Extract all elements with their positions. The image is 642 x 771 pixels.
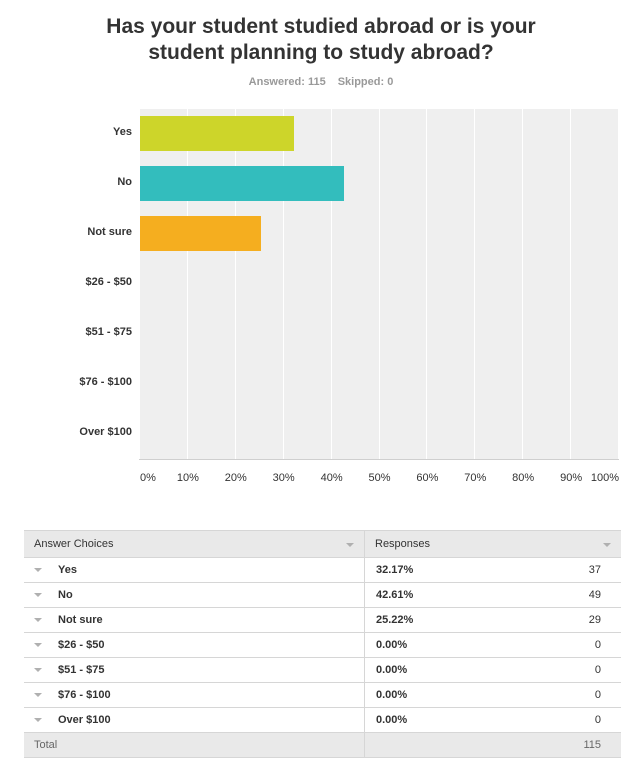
total-label: Total bbox=[24, 732, 365, 758]
x-tick-label: 20% bbox=[224, 472, 247, 484]
table-header-row: Answer Choices Responses bbox=[24, 530, 621, 558]
gridline bbox=[378, 109, 380, 459]
chart-title-line-1: Has your student studied abroad or is yo… bbox=[106, 15, 536, 38]
x-axis-line bbox=[139, 459, 619, 460]
answer-choice-label: $51 - $75 bbox=[58, 664, 105, 676]
response-percent: 42.61% bbox=[364, 582, 496, 608]
x-tick-label: 100% bbox=[590, 472, 620, 484]
gridline bbox=[330, 109, 332, 459]
x-tick-label: 50% bbox=[368, 472, 391, 484]
bar-no[interactable] bbox=[140, 165, 345, 201]
answer-choice-label: $76 - $100 bbox=[58, 689, 111, 701]
response-count: 29 bbox=[496, 607, 621, 633]
answer-choice-cell: $76 - $100 bbox=[24, 682, 365, 708]
x-tick-label: 60% bbox=[416, 472, 439, 484]
response-count: 0 bbox=[496, 632, 621, 658]
x-tick-label: 0% bbox=[140, 472, 156, 484]
table-row: Over $100 0.00% 0 bbox=[24, 707, 621, 733]
response-count: 49 bbox=[496, 582, 621, 608]
table-row: Not sure 25.22% 29 bbox=[24, 607, 621, 633]
category-label: $26 - $50 bbox=[85, 276, 132, 288]
response-percent: 0.00% bbox=[364, 632, 496, 658]
row-expand-caret-icon[interactable] bbox=[34, 718, 42, 723]
gridline bbox=[474, 109, 476, 459]
category-label: $51 - $75 bbox=[85, 326, 132, 338]
category-label: $76 - $100 bbox=[79, 376, 132, 388]
skipped-count: Skipped: 0 bbox=[337, 76, 394, 88]
category-label: Not sure bbox=[87, 226, 132, 238]
answer-choices-header[interactable]: Answer Choices bbox=[24, 530, 365, 558]
x-tick-label: 80% bbox=[512, 472, 535, 484]
gridline bbox=[522, 109, 524, 459]
gridline bbox=[570, 109, 572, 459]
answer-choice-cell: $26 - $50 bbox=[24, 632, 365, 658]
category-label: No bbox=[117, 176, 132, 188]
row-expand-caret-icon[interactable] bbox=[34, 618, 42, 623]
response-count: 0 bbox=[496, 657, 621, 683]
responses-table: Answer Choices Responses Yes 32.17% 37 No 42… bbox=[24, 530, 621, 758]
answer-choice-label: Not sure bbox=[58, 614, 103, 626]
response-percent: 0.00% bbox=[364, 707, 496, 733]
response-percent: 0.00% bbox=[364, 682, 496, 708]
answer-choice-cell: Yes bbox=[24, 557, 365, 583]
x-tick-label: 90% bbox=[560, 472, 583, 484]
responses-header-label: Responses bbox=[375, 538, 431, 550]
bar-not-sure[interactable] bbox=[140, 215, 261, 251]
table-row: $76 - $100 0.00% 0 bbox=[24, 682, 621, 708]
gridline bbox=[618, 109, 619, 459]
sort-caret-icon[interactable] bbox=[603, 543, 611, 547]
answer-choice-label: Yes bbox=[58, 564, 77, 576]
row-expand-caret-icon[interactable] bbox=[34, 568, 42, 573]
response-summary: Answered: 115 Skipped: 0 bbox=[0, 76, 642, 88]
gridline bbox=[282, 109, 284, 459]
x-tick-label: 70% bbox=[464, 472, 487, 484]
response-percent: 0.00% bbox=[364, 657, 496, 683]
responses-header[interactable]: Responses bbox=[364, 530, 621, 558]
plot-area bbox=[140, 109, 619, 459]
bar-yes[interactable] bbox=[140, 115, 295, 151]
x-tick-label: 10% bbox=[176, 472, 199, 484]
gridline bbox=[234, 109, 236, 459]
answer-choice-cell: No bbox=[24, 582, 365, 608]
table-row: $51 - $75 0.00% 0 bbox=[24, 657, 621, 683]
table-row: Yes 32.17% 37 bbox=[24, 557, 621, 583]
response-count: 0 bbox=[496, 682, 621, 708]
response-percent: 32.17% bbox=[364, 557, 496, 583]
answer-choice-label: $26 - $50 bbox=[58, 639, 105, 651]
sort-caret-icon[interactable] bbox=[346, 543, 354, 547]
response-percent: 25.22% bbox=[364, 607, 496, 633]
answer-choice-cell: Over $100 bbox=[24, 707, 365, 733]
answer-choice-cell: Not sure bbox=[24, 607, 365, 633]
answered-count: Answered: 115 bbox=[248, 76, 326, 88]
category-label: Yes bbox=[113, 126, 132, 138]
gridline bbox=[426, 109, 428, 459]
answer-choice-label: No bbox=[58, 589, 73, 601]
response-count: 37 bbox=[496, 557, 621, 583]
category-label: Over $100 bbox=[79, 426, 132, 438]
x-tick-label: 40% bbox=[320, 472, 343, 484]
row-expand-caret-icon[interactable] bbox=[34, 668, 42, 673]
table-row: $26 - $50 0.00% 0 bbox=[24, 632, 621, 658]
gridline bbox=[186, 109, 188, 459]
table-row: No 42.61% 49 bbox=[24, 582, 621, 608]
chart-title-line-2: student planning to study abroad? bbox=[148, 41, 494, 64]
total-row: Total 115 bbox=[24, 732, 621, 758]
answer-choices-header-label: Answer Choices bbox=[34, 538, 114, 550]
x-tick-label: 30% bbox=[272, 472, 295, 484]
row-expand-caret-icon[interactable] bbox=[34, 593, 42, 598]
chart-title: Has your student studied abroad or is yo… bbox=[0, 14, 642, 66]
answer-choice-cell: $51 - $75 bbox=[24, 657, 365, 683]
row-expand-caret-icon[interactable] bbox=[34, 693, 42, 698]
total-value: 115 bbox=[496, 732, 621, 758]
row-expand-caret-icon[interactable] bbox=[34, 643, 42, 648]
answer-choice-label: Over $100 bbox=[58, 714, 111, 726]
response-count: 0 bbox=[496, 707, 621, 733]
